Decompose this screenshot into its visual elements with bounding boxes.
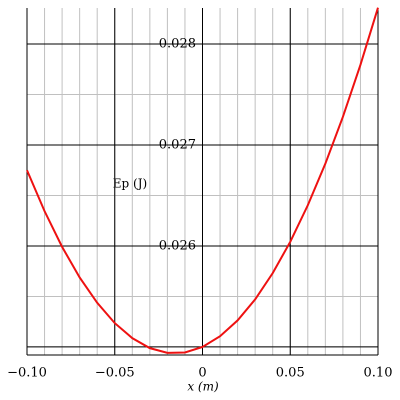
- x-tick-label: 0: [198, 366, 206, 381]
- x-tick-label: 0.10: [364, 366, 393, 381]
- data-line: [26, 7, 379, 354]
- y-tick-label: 0.027: [159, 138, 196, 153]
- x-tick-label: −0.10: [7, 366, 47, 381]
- x-tick-label: −0.05: [95, 366, 135, 381]
- x-tick-label: 0.05: [276, 366, 305, 381]
- plot: −0.10 −0.05 0 0.05 0.10 0.026 0.027 0.028: [7, 7, 393, 381]
- y-tick-label: 0.028: [159, 37, 196, 52]
- y-axis-label: Ep (J): [113, 177, 147, 191]
- x-axis-label: x (m): [187, 380, 219, 394]
- y-tick-label: 0.026: [159, 238, 196, 253]
